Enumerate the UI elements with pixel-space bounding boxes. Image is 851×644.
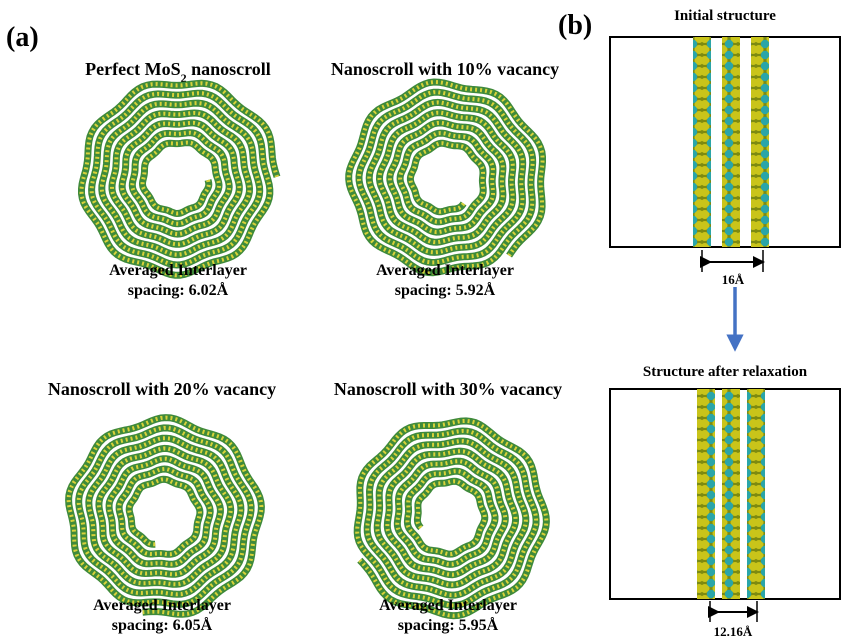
layer xyxy=(747,389,765,599)
title-part: Nanoscroll with 10% vacancy xyxy=(331,59,559,79)
page: (a) (b) Initial structure 16Å Structure … xyxy=(0,0,851,644)
caption: spacing: 6.02Å xyxy=(128,281,229,299)
spacing-label: 12.16Å xyxy=(714,624,753,639)
title-part: Nanoscroll with 20% vacancy xyxy=(48,379,276,399)
title-part: nanoscroll xyxy=(187,59,271,79)
scroll-title: Perfect MoS2 nanoscroll xyxy=(85,59,271,85)
panel-label: (a) xyxy=(6,22,39,53)
caption: spacing: 6.05Å xyxy=(112,616,213,634)
scroll-title: Nanoscroll with 20% vacancy xyxy=(48,379,276,399)
scroll-title: Nanoscroll with 10% vacancy xyxy=(331,59,559,79)
title-part: Perfect MoS xyxy=(85,59,180,79)
caption: Averaged Interlayer xyxy=(109,262,247,279)
caption: Averaged Interlayer xyxy=(379,597,517,614)
layer xyxy=(697,389,715,599)
panel-label: (b) xyxy=(558,10,592,41)
layer xyxy=(722,389,740,599)
layer xyxy=(693,37,711,247)
structure-title: Structure after relaxation xyxy=(643,364,808,380)
caption: Averaged Interlayer xyxy=(93,597,231,614)
caption: Averaged Interlayer xyxy=(376,262,514,279)
caption: spacing: 5.92Å xyxy=(395,281,496,299)
layer xyxy=(722,37,740,247)
structure-title: Initial structure xyxy=(674,8,776,24)
spacing-label: 16Å xyxy=(722,272,745,287)
scroll-title: Nanoscroll with 30% vacancy xyxy=(334,379,562,399)
figure: (a) (b) Initial structure 16Å Structure … xyxy=(0,0,851,644)
layer xyxy=(751,37,769,247)
caption: spacing: 5.95Å xyxy=(398,616,499,634)
title-part: Nanoscroll with 30% vacancy xyxy=(334,379,562,399)
